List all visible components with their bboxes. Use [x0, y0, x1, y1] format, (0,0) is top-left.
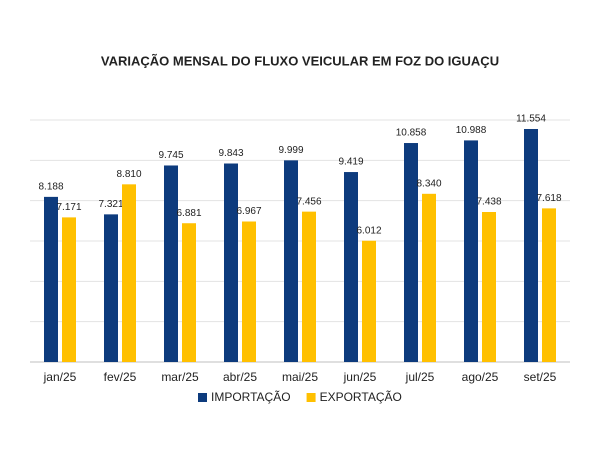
data-label: 11.554: [516, 114, 546, 125]
data-label: 9.419: [338, 157, 363, 168]
bar: [464, 140, 478, 362]
data-label: 7.171: [56, 202, 81, 213]
x-tick-label: jul/25: [405, 370, 435, 384]
data-label: 6.012: [356, 225, 381, 236]
bar: [122, 184, 136, 362]
legend-swatch: [306, 393, 316, 402]
data-label: 9.745: [158, 150, 183, 161]
data-label: 10.988: [456, 125, 487, 136]
data-label: 7.321: [98, 199, 123, 210]
x-tick-label: jan/25: [43, 370, 77, 384]
data-label: 9.999: [278, 145, 303, 156]
bar: [422, 193, 436, 362]
x-tick-label: mar/25: [161, 370, 199, 384]
data-label: 8.188: [38, 182, 63, 193]
bar: [302, 211, 316, 362]
x-tick-label: abr/25: [223, 370, 257, 384]
bar: [542, 208, 556, 362]
data-label: 9.843: [218, 148, 243, 159]
bar: [344, 172, 358, 362]
x-tick-label: ago/25: [462, 370, 499, 384]
data-label: 8.810: [116, 169, 141, 180]
x-tick-label: set/25: [524, 370, 557, 384]
bar: [44, 196, 58, 362]
data-label: 8.340: [416, 178, 441, 189]
data-label: 7.438: [476, 197, 501, 208]
bar: [164, 165, 178, 362]
bar: [242, 221, 256, 362]
data-label: 6.881: [176, 208, 201, 219]
data-label: 7.618: [536, 193, 561, 204]
legend-label: IMPORTAÇÃO: [211, 390, 291, 404]
data-label: 10.858: [396, 128, 427, 139]
bar: [224, 163, 238, 362]
legend-label: EXPORTAÇÃO: [320, 390, 402, 404]
chart-title: VARIAÇÃO MENSAL DO FLUXO VEICULAR EM FOZ…: [101, 53, 499, 68]
x-tick-label: fev/25: [104, 370, 137, 384]
x-tick-label: jun/25: [343, 370, 377, 384]
bar: [62, 217, 76, 362]
data-label: 7.456: [296, 196, 321, 207]
bar: [404, 143, 418, 362]
bar: [104, 214, 118, 362]
data-label: 6.967: [236, 206, 261, 217]
bar: [482, 212, 496, 362]
bar: [182, 223, 196, 362]
x-tick-label: mai/25: [282, 370, 318, 384]
bar: [362, 240, 376, 362]
bar: [284, 160, 298, 362]
bar: [524, 128, 538, 362]
legend-swatch: [198, 393, 207, 402]
